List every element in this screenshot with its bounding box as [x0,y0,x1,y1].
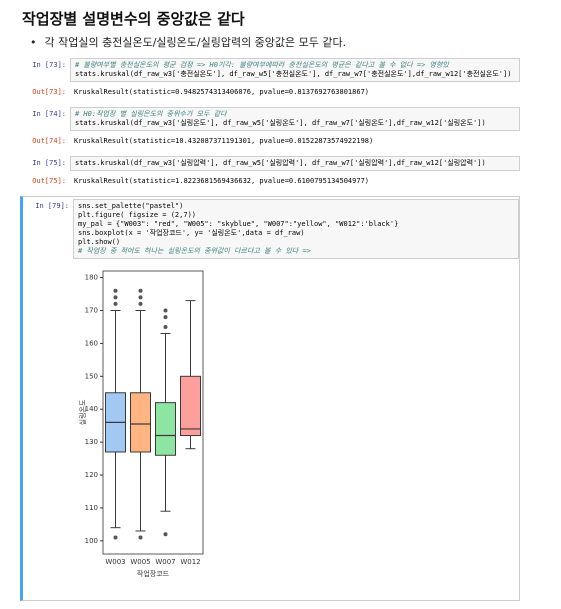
outlier [138,288,143,293]
cell: In [75]: stats.kruskal(df_raw_w3['실링압력'],… [20,156,520,188]
box [155,402,176,456]
output: KruskalResult(statistic=0.94825743134060… [74,88,370,96]
x-tick-label: W007 [155,558,175,566]
y-tick-label: 170 [85,306,98,314]
y-tick-label: 150 [85,372,98,380]
code-line: stats.kruskal(df_raw_w3['실링압력'], df_raw_… [75,159,486,167]
outlier [163,324,168,329]
y-tick-label: 140 [85,405,98,413]
output-row: Out[74]: KruskalResult(statistic=10.43208… [20,134,520,148]
code-line: my_pal = {"W003": "red", "W005": "skyblu… [78,220,399,228]
outlier [163,532,168,537]
y-tick-label: 120 [85,471,98,479]
code-input: # H0:작업장 별 실링온도의 중위수가 모두 같다 stats.kruskal… [70,107,520,131]
code-line: stats.kruskal(df_raw_w3['충전실온도'], df_raw… [75,70,512,78]
y-tick-label: 110 [85,504,98,512]
code-input: sns.set_palette("pastel") plt.figure( fig… [73,199,519,259]
outlier [113,295,118,300]
x-tick-label: W003 [105,558,125,566]
code-line: plt.show() [78,238,121,246]
box [130,392,151,453]
input-row: In [75]: stats.kruskal(df_raw_w3['실링압력'],… [20,156,520,171]
cells: In [73]: # 불량여부별 충전실온도의 평균 검정 => H0기각: 불량… [20,58,520,609]
box [180,375,201,437]
out-prompt: Out[74]: [32,137,66,145]
in-prompt: In [79]: [35,202,69,210]
in-prompt: In [74]: [32,110,66,118]
input-row: In [73]: # 불량여부별 충전실온도의 평균 검정 => H0기각: 불량… [20,58,520,82]
x-tick-label: W012 [180,558,200,566]
cell: In [79]: sns.set_palette("pastel") plt.fig… [20,196,520,601]
code-line: sns.set_palette("pastel") [78,202,184,210]
code-input: stats.kruskal(df_raw_w3['실링압력'], df_raw_… [70,156,520,171]
y-tick-label: 100 [85,537,98,545]
code-line: plt.figure( figsize = (2,7)) [78,211,197,219]
code-line: # H0:작업장 별 실링온도의 중위수가 모두 같다 [75,110,227,118]
in-prompt: In [75]: [32,159,66,167]
y-axis-label: 실링온도 [78,399,87,425]
output-row: Out[73]: KruskalResult(statistic=0.948257… [20,85,520,99]
code-line: sns.boxplot(x = '작업장코드', y= '실링온도',data … [78,229,305,237]
y-tick-label: 180 [85,274,98,282]
input-row: In [74]: # H0:작업장 별 실링온도의 중위수가 모두 같다 stats… [20,107,520,131]
output-row: Out[75]: KruskalResult(statistic=1.822368… [20,174,520,188]
y-tick-label: 160 [85,339,98,347]
outlier [113,288,118,293]
heading: 작업장별 설명변수의 중앙값은 같다 [22,10,245,28]
outlier [113,535,118,540]
y-tick-label: 130 [85,438,98,446]
out-prompt: Out[73]: [32,88,66,96]
outlier [113,301,118,306]
out-prompt-space [23,262,73,595]
plot-frame [102,270,204,555]
code-line: # 불량여부별 충전실온도의 평균 검정 => H0기각: 불량여부에따라 충전… [75,61,449,69]
output: KruskalResult(statistic=1.82236815694366… [74,177,370,185]
outlier [163,308,168,313]
bullet: 각 작업실의 충전실온도/실링온도/실링압력의 중앙값은 모두 같다. [30,34,347,50]
code-line: stats.kruskal(df_raw_w3['실링온도'], df_raw_… [75,119,486,127]
outlier [163,315,168,320]
cell: In [74]: # H0:작업장 별 실링온도의 중위수가 모두 같다 stats… [20,107,520,148]
out-prompt: Out[75]: [32,177,66,185]
cell: In [73]: # 불량여부별 충전실온도의 평균 검정 => H0기각: 불량… [20,58,520,99]
output: KruskalResult(statistic=10.4320873711913… [74,137,374,145]
outlier [138,535,143,540]
outlier [138,301,143,306]
x-tick-label: W005 [130,558,150,566]
in-prompt: In [73]: [32,61,66,69]
input-row: In [79]: sns.set_palette("pastel") plt.fig… [23,199,519,259]
code-input: # 불량여부별 충전실온도의 평균 검정 => H0기각: 불량여부에따라 충전… [70,58,520,82]
code-line: # 작업장 중 적어도 하나는 실링온도의 중위값이 다르다고 볼 수 있다 =… [78,247,311,255]
x-axis-label: 작업장코드 [137,569,170,578]
outlier [138,295,143,300]
